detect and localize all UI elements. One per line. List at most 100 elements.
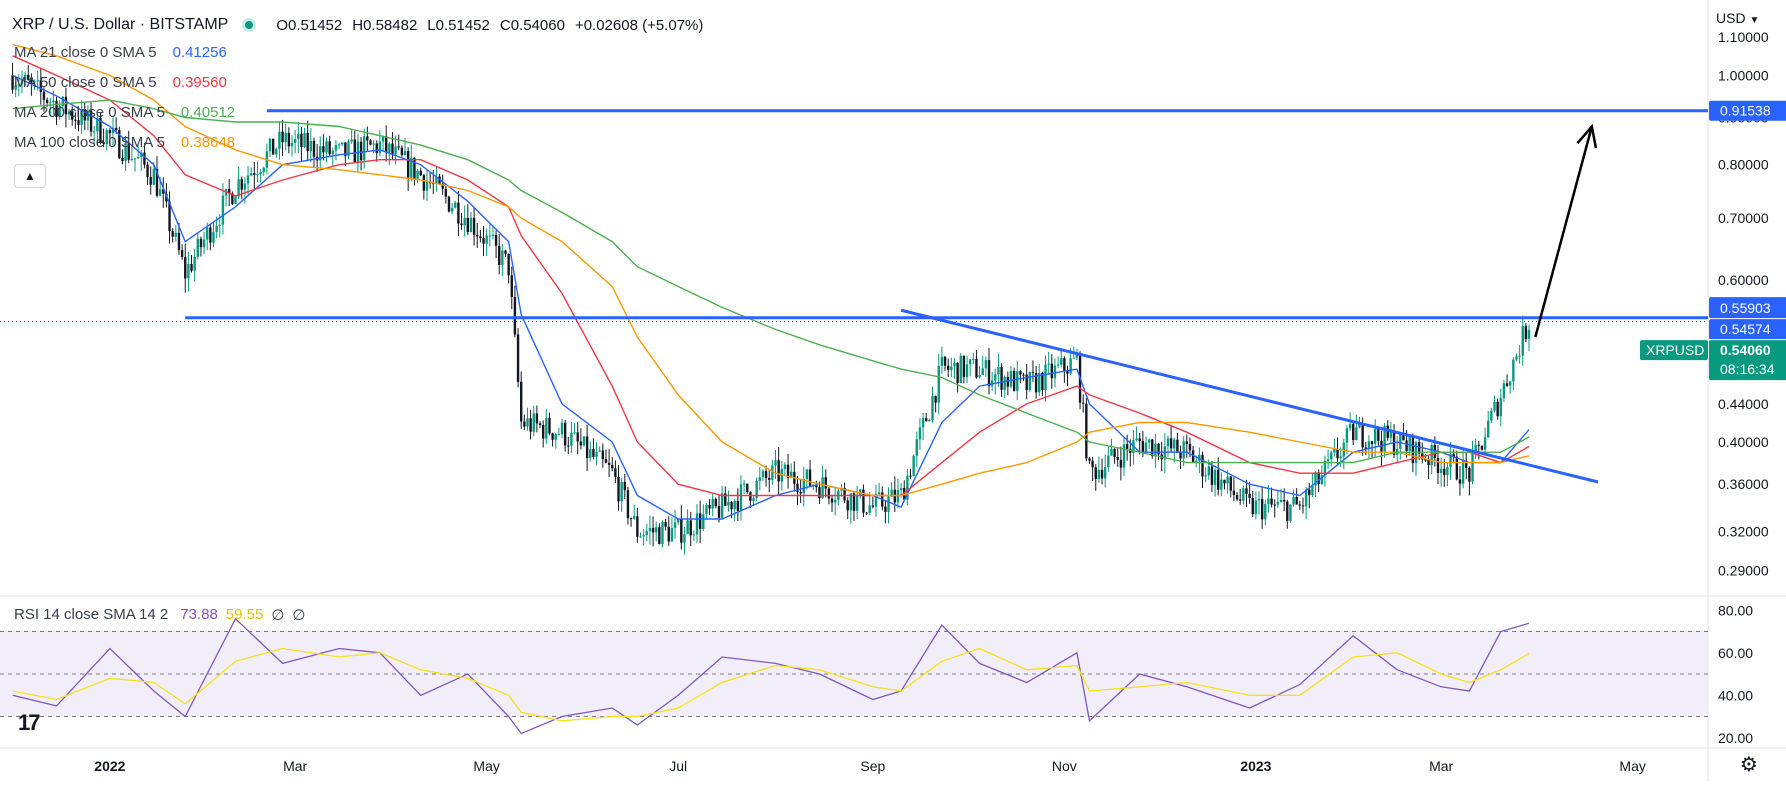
candle-body[interactable] xyxy=(1157,443,1160,455)
candle-body[interactable] xyxy=(133,158,137,160)
candle-body[interactable] xyxy=(1471,452,1474,482)
candle-body[interactable] xyxy=(796,483,799,493)
candle-body[interactable] xyxy=(149,177,152,185)
candle-body[interactable] xyxy=(962,355,966,378)
candle-body[interactable] xyxy=(774,460,777,466)
candle-body[interactable] xyxy=(1119,459,1123,468)
candle-body[interactable] xyxy=(89,110,93,132)
candle-body[interactable] xyxy=(874,494,878,507)
candle-body[interactable] xyxy=(953,362,956,367)
candle-body[interactable] xyxy=(940,356,944,366)
candle-body[interactable] xyxy=(714,498,718,507)
candle-body[interactable] xyxy=(833,499,837,503)
candle-body[interactable] xyxy=(1012,371,1016,391)
candle-body[interactable] xyxy=(589,449,592,459)
candle-body[interactable] xyxy=(702,514,705,529)
candle-body[interactable] xyxy=(1352,424,1355,441)
candle-body[interactable] xyxy=(491,235,495,237)
candle-body[interactable] xyxy=(1405,440,1408,451)
candle-body[interactable] xyxy=(111,127,115,134)
candle-body[interactable] xyxy=(755,480,758,498)
candle-body[interactable] xyxy=(42,91,46,100)
candle-body[interactable] xyxy=(1483,437,1487,450)
candle-body[interactable] xyxy=(1267,498,1270,505)
candle-body[interactable] xyxy=(611,464,614,469)
candle-body[interactable] xyxy=(843,488,846,501)
candle-body[interactable] xyxy=(165,193,168,202)
candle-body[interactable] xyxy=(1317,472,1320,484)
collapse-legend-button[interactable]: ▲ xyxy=(14,164,46,188)
candle-body[interactable] xyxy=(1496,401,1499,417)
candle-body[interactable] xyxy=(636,516,639,537)
candle-body[interactable] xyxy=(67,111,71,115)
candle-body[interactable] xyxy=(33,81,36,83)
candle-body[interactable] xyxy=(501,250,504,266)
candle-body[interactable] xyxy=(450,207,454,212)
candle-body[interactable] xyxy=(1436,457,1440,474)
candle-body[interactable] xyxy=(852,493,856,511)
candle-body[interactable] xyxy=(74,119,77,121)
candle-body[interactable] xyxy=(1173,439,1176,449)
candle-body[interactable] xyxy=(629,518,633,520)
candle-body[interactable] xyxy=(802,478,805,494)
candle-body[interactable] xyxy=(162,189,165,194)
candle-body[interactable] xyxy=(253,173,256,175)
candle-body[interactable] xyxy=(997,367,1000,375)
candle-body[interactable] xyxy=(27,74,30,80)
candle-body[interactable] xyxy=(541,424,545,439)
high-price-tag[interactable]: 0.55903 xyxy=(1709,297,1786,319)
candle-body[interactable] xyxy=(416,170,419,179)
candle-body[interactable] xyxy=(96,117,99,132)
candle-body[interactable] xyxy=(1195,460,1198,462)
candle-body[interactable] xyxy=(71,111,74,120)
candle-body[interactable] xyxy=(1342,442,1345,457)
ma100-line[interactable] xyxy=(12,43,1530,497)
candle-body[interactable] xyxy=(243,183,247,190)
candle-body[interactable] xyxy=(1188,443,1192,451)
candle-body[interactable] xyxy=(1439,468,1443,474)
candle-body[interactable] xyxy=(246,175,250,184)
candle-body[interactable] xyxy=(80,109,83,125)
candle-body[interactable] xyxy=(1094,467,1097,480)
candle-body[interactable] xyxy=(1480,445,1484,450)
candle-body[interactable] xyxy=(212,232,215,243)
candle-body[interactable] xyxy=(394,146,397,155)
candle-body[interactable] xyxy=(959,355,962,383)
candle-body[interactable] xyxy=(1232,490,1236,495)
candle-body[interactable] xyxy=(698,513,702,529)
candle-body[interactable] xyxy=(303,132,306,147)
candle-body[interactable] xyxy=(435,176,438,184)
candle-body[interactable] xyxy=(1455,456,1459,480)
indicator-ma50[interactable]: MA 50 close 0 SMA 5 0.39560 xyxy=(14,74,227,91)
candle-body[interactable] xyxy=(673,522,677,528)
candle-body[interactable] xyxy=(140,152,143,158)
candle-body[interactable] xyxy=(397,146,400,148)
candle-body[interactable] xyxy=(884,506,887,512)
candle-body[interactable] xyxy=(504,250,507,254)
candle-body[interactable] xyxy=(275,148,278,155)
candle-body[interactable] xyxy=(937,365,940,403)
candle-body[interactable] xyxy=(1361,423,1364,448)
candle-body[interactable] xyxy=(1383,425,1386,452)
candle-body[interactable] xyxy=(931,396,934,420)
gear-icon[interactable]: ⚙ xyxy=(1740,754,1758,776)
candle-body[interactable] xyxy=(127,142,130,160)
candle-body[interactable] xyxy=(1034,373,1038,393)
candle-body[interactable] xyxy=(1358,423,1361,428)
candle-body[interactable] xyxy=(498,245,501,266)
candle-body[interactable] xyxy=(488,235,491,237)
candle-body[interactable] xyxy=(827,488,831,499)
candle-body[interactable] xyxy=(642,535,645,537)
candle-body[interactable] xyxy=(1207,466,1210,476)
candle-body[interactable] xyxy=(934,396,937,403)
candle-body[interactable] xyxy=(733,500,736,510)
candle-body[interactable] xyxy=(617,476,620,502)
candle-body[interactable] xyxy=(118,130,121,159)
candle-body[interactable] xyxy=(130,158,134,160)
candle-body[interactable] xyxy=(1308,489,1311,496)
candle-body[interactable] xyxy=(1452,453,1455,457)
candle-body[interactable] xyxy=(1273,504,1276,506)
candle-body[interactable] xyxy=(654,527,658,533)
candle-body[interactable] xyxy=(102,142,105,145)
candle-body[interactable] xyxy=(425,181,429,191)
